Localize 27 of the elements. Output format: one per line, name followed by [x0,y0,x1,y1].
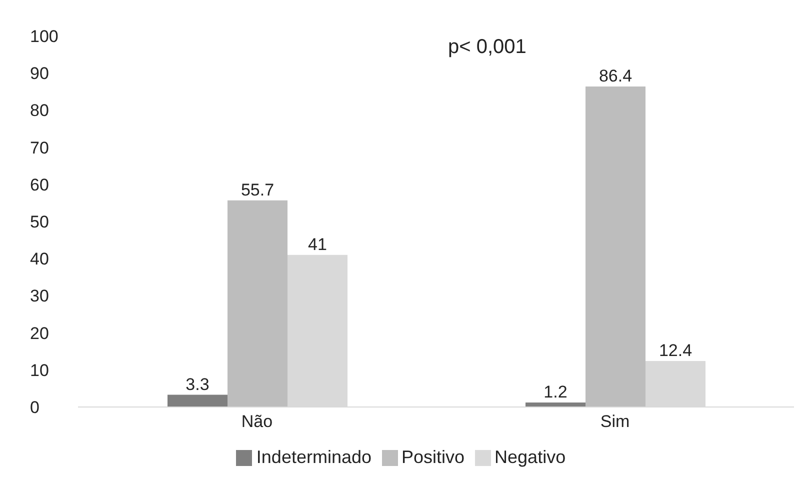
bar [228,200,288,407]
bar [526,402,586,407]
legend-label: Negativo [494,447,566,467]
y-tick-label: 40 [30,250,49,269]
y-tick-label: 80 [30,101,49,120]
data-label: 55.7 [240,180,274,200]
data-label: 1.2 [544,382,568,402]
x-tick-label: Sim [600,412,630,432]
y-tick-label: 70 [30,138,49,158]
legend-label: Positivo [402,447,465,467]
y-tick-label: 60 [30,175,49,194]
data-label: 3.3 [186,374,210,394]
y-tick-label: 0 [30,398,40,418]
y-tick-label: 30 [30,286,49,306]
bar [586,86,646,407]
y-tick-label: 20 [30,324,49,343]
annotation: p< 0,001 [448,36,526,59]
data-label: 41 [308,234,327,254]
y-tick-label: 100 [30,27,58,46]
x-tick-label: Não [241,412,273,432]
data-label: 12.4 [658,340,692,360]
legend-label: Indeterminado [256,447,372,467]
y-tick-label: 50 [30,212,49,232]
bar [168,394,228,407]
y-tick-label: 90 [30,64,49,84]
y-tick-label: 10 [30,360,49,380]
data-label: 86.4 [598,66,632,86]
